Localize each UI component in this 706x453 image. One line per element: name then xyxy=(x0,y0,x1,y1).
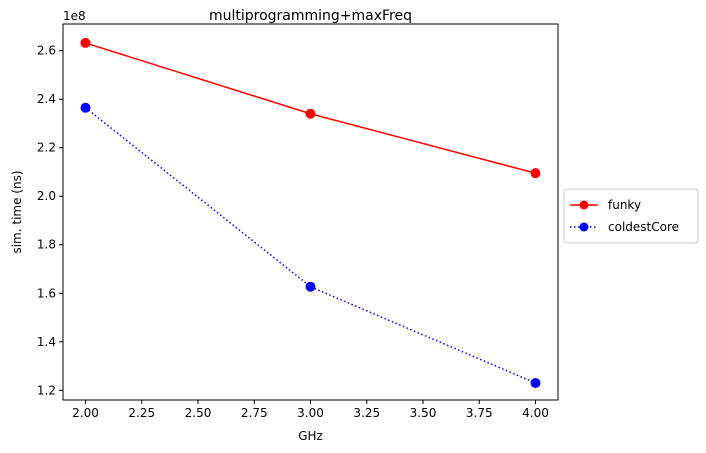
data-point-coldestCore xyxy=(305,281,316,292)
y-tick-label: 1.2 xyxy=(37,383,56,397)
data-point-funky xyxy=(305,108,316,119)
y-tick-label: 2.2 xyxy=(37,141,56,155)
x-tick-label: 2.50 xyxy=(185,406,212,420)
series-layer xyxy=(80,37,541,389)
x-tick-label: 3.25 xyxy=(353,406,380,420)
y-tick-label: 1.4 xyxy=(37,335,56,349)
legend-label-coldestCore: coldestCore xyxy=(608,220,679,234)
data-point-funky xyxy=(80,37,91,48)
legend-box xyxy=(563,188,699,244)
y-tick-label: 2.0 xyxy=(37,189,56,203)
plot-area xyxy=(63,24,558,400)
legend-marker-coldestCore xyxy=(579,222,589,232)
y-tick-label: 1.6 xyxy=(37,286,56,300)
x-tick-label: 3.00 xyxy=(297,406,324,420)
y-offset-label: 1e8 xyxy=(63,9,86,23)
data-point-coldestCore xyxy=(80,102,91,113)
data-point-coldestCore xyxy=(530,378,541,389)
y-tick-label: 2.6 xyxy=(37,44,56,58)
x-axis-label: GHz xyxy=(298,429,323,443)
y-tick-label: 1.8 xyxy=(37,238,56,252)
x-tick-label: 2.00 xyxy=(72,406,99,420)
x-axis: 2.00 2.25 2.50 2.75 3.00 3.25 3.50 3.75 4.00 xyxy=(72,400,549,420)
legend: funky coldestCore xyxy=(563,188,699,244)
y-tick-label: 2.4 xyxy=(37,92,56,106)
x-tick-label: 2.75 xyxy=(241,406,268,420)
legend-marker-funky xyxy=(579,200,589,210)
chart-title: multiprogramming+maxFreq xyxy=(209,8,412,24)
x-tick-label: 2.25 xyxy=(128,406,155,420)
y-axis-label: sim. time (ns) xyxy=(10,170,24,253)
y-axis: 1.2 1.4 1.6 1.8 2.0 2.2 2.4 2.6 xyxy=(37,44,63,397)
x-tick-label: 3.75 xyxy=(466,406,493,420)
x-tick-label: 4.00 xyxy=(522,406,549,420)
data-point-funky xyxy=(530,168,541,179)
x-tick-label: 3.50 xyxy=(410,406,437,420)
legend-label-funky: funky xyxy=(608,198,641,212)
